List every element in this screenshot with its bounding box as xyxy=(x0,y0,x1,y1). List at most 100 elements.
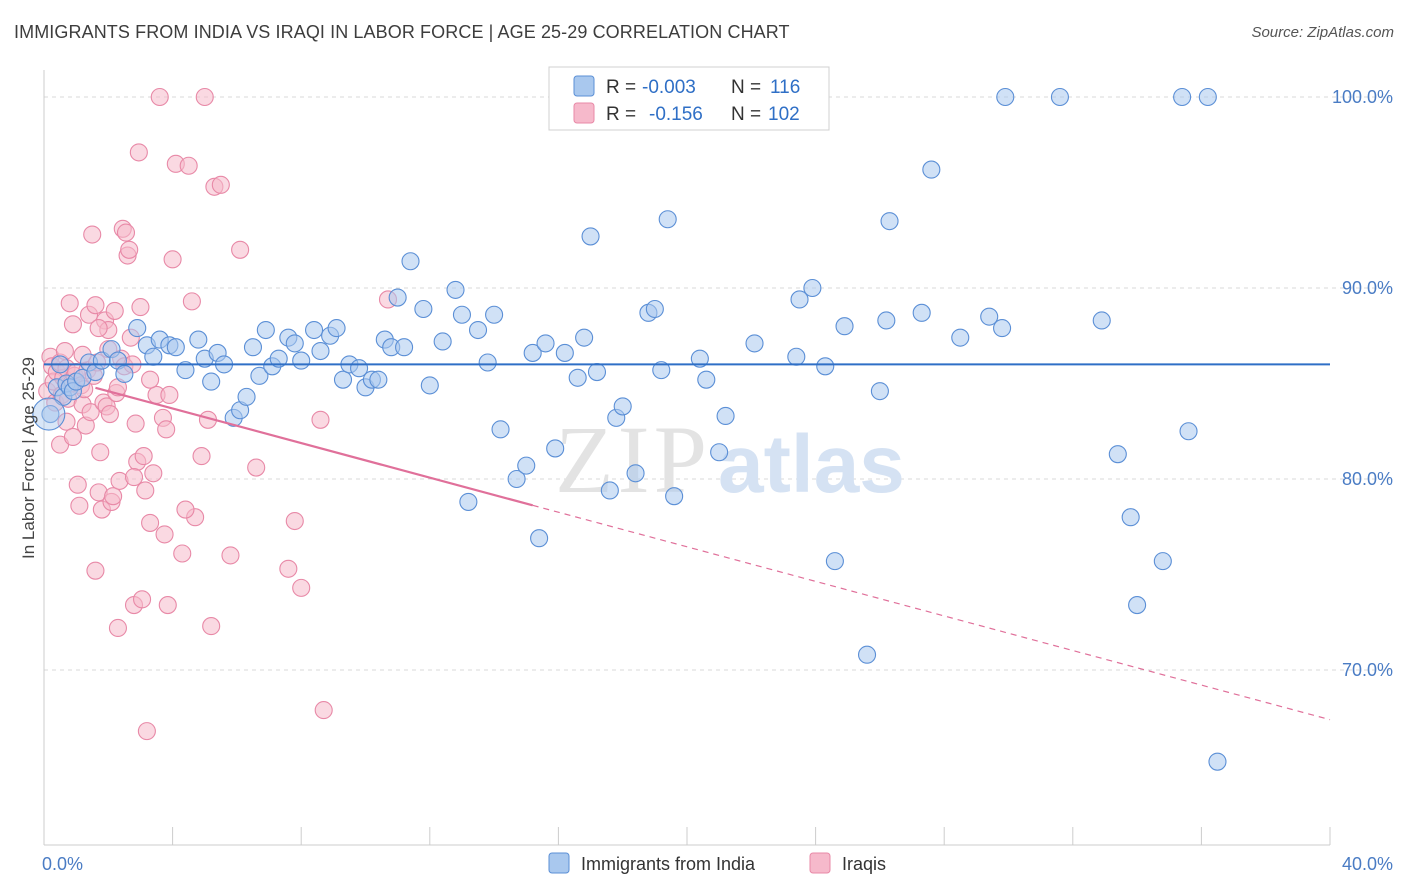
india-point-74 xyxy=(600,481,619,500)
iraqis-point-67 xyxy=(157,420,176,439)
india-point-80 xyxy=(652,361,671,380)
iraqis-point-69 xyxy=(160,385,179,405)
india-point-65 xyxy=(523,343,542,362)
india-point-56 xyxy=(446,280,465,299)
india-point-66 xyxy=(530,529,549,548)
iraqis-point-76 xyxy=(192,447,211,466)
iraqis-point-72 xyxy=(173,544,192,563)
india-point-31 xyxy=(250,366,269,385)
iraqis-point-88 xyxy=(311,410,330,429)
iraqis-point-40 xyxy=(105,301,124,320)
iraqis-point-100 xyxy=(89,319,108,338)
india-point-77 xyxy=(626,464,645,483)
india-point-110 xyxy=(1173,87,1192,107)
india-point-71 xyxy=(575,328,594,347)
iraqis-point-49 xyxy=(120,240,139,259)
iraqis-point-85 xyxy=(279,559,298,578)
india-point-34 xyxy=(269,349,288,368)
iraqis-point-42 xyxy=(108,618,127,638)
iraqis-point-73 xyxy=(179,156,198,175)
chart-source: Source: ZipAtlas.com xyxy=(1251,24,1394,41)
iraqis-point-93 xyxy=(86,561,105,580)
iraqis-point-77 xyxy=(195,87,214,107)
india-point-67 xyxy=(536,334,555,353)
india-point-38 xyxy=(305,320,324,340)
india-point-37 xyxy=(292,351,311,370)
y-axis-label: In Labor Force | Age 25-29 xyxy=(19,357,38,559)
india-point-96 xyxy=(877,311,896,330)
iraqis-point-39 xyxy=(104,487,123,506)
iraqis-point-86 xyxy=(285,511,304,531)
legend-n-label-iraqis: N = xyxy=(731,104,761,125)
legend-swatch-india xyxy=(573,75,595,97)
iraqis-point-74 xyxy=(182,292,201,311)
iraqis-point-98 xyxy=(141,370,160,389)
india-point-103 xyxy=(996,87,1015,107)
india-point-50 xyxy=(388,288,407,307)
legend-r-label-iraqis: R = xyxy=(606,104,636,125)
india-point-86 xyxy=(716,406,735,426)
iraqis-point-55 xyxy=(129,143,148,162)
iraqis-point-58 xyxy=(134,447,153,466)
correlation-legend: R = -0.003 N = 116 R = -0.156 N = 102 xyxy=(548,66,830,131)
legend-r-value-iraqis: -0.156 xyxy=(649,104,703,125)
iraqis-point-31 xyxy=(91,443,110,462)
india-point-30 xyxy=(243,338,263,357)
india-point-29 xyxy=(237,387,256,406)
india-point-64 xyxy=(517,456,536,475)
india-point-98 xyxy=(912,303,931,322)
india-point-91 xyxy=(816,357,835,376)
india-point-85 xyxy=(710,443,729,462)
india-point-97 xyxy=(880,212,899,231)
india-point-95 xyxy=(870,382,889,401)
india-point-51 xyxy=(395,338,414,357)
india-point-109 xyxy=(1153,552,1172,571)
iraqis-point-79 xyxy=(202,617,221,636)
legend-swatch-iraqis xyxy=(573,102,595,124)
iraqis-point-47 xyxy=(116,223,136,242)
iraqis-point-17 xyxy=(68,475,87,494)
india-point-53 xyxy=(414,299,433,319)
bottom-legend-india: Immigrants from India xyxy=(581,854,756,874)
bottom-legend-iraqis: Iraqis xyxy=(842,854,886,874)
iraqis-point-57 xyxy=(133,590,152,609)
iraqis-point-14 xyxy=(63,315,82,334)
india-point-55 xyxy=(433,332,452,351)
watermark-atlas: atlas xyxy=(718,419,905,510)
india-point-102 xyxy=(993,319,1012,338)
iraqis-point-53 xyxy=(126,414,145,433)
iraqis-point-56 xyxy=(131,298,150,317)
india-point-82 xyxy=(665,487,684,506)
india-point-42 xyxy=(333,370,353,389)
india-point-68 xyxy=(546,439,565,458)
legend-n-value-india: 116 xyxy=(770,77,800,98)
india-point-93 xyxy=(835,317,854,336)
india-point-47 xyxy=(369,370,388,389)
india-point-73 xyxy=(587,362,607,382)
india-point-89 xyxy=(790,290,809,309)
india-point-24 xyxy=(202,372,221,391)
iraqis-point-26 xyxy=(83,225,102,244)
iraqis-point-37 xyxy=(100,405,119,424)
india-point-14 xyxy=(115,364,134,384)
iraqis-trend-line-dashed xyxy=(532,504,1331,721)
india-point-0 xyxy=(41,405,60,424)
iraqis-point-60 xyxy=(137,722,156,741)
india-point-58 xyxy=(459,492,478,511)
india-point-113 xyxy=(1208,752,1227,771)
india-point-90 xyxy=(803,278,822,298)
iraqis-point-68 xyxy=(158,596,177,615)
iraqis-point-18 xyxy=(70,496,89,515)
india-point-100 xyxy=(951,328,970,347)
india-point-83 xyxy=(690,349,709,368)
india-point-22 xyxy=(189,330,208,349)
iraqis-point-92 xyxy=(57,412,76,431)
iraqis-point-83 xyxy=(231,240,250,259)
india-point-32 xyxy=(256,320,275,340)
iraqis-point-28 xyxy=(86,296,105,315)
iraqis-point-12 xyxy=(60,294,79,313)
iraqis-point-89 xyxy=(314,701,333,720)
axes xyxy=(43,70,1331,846)
iraqis-trend-line-solid xyxy=(95,386,533,507)
